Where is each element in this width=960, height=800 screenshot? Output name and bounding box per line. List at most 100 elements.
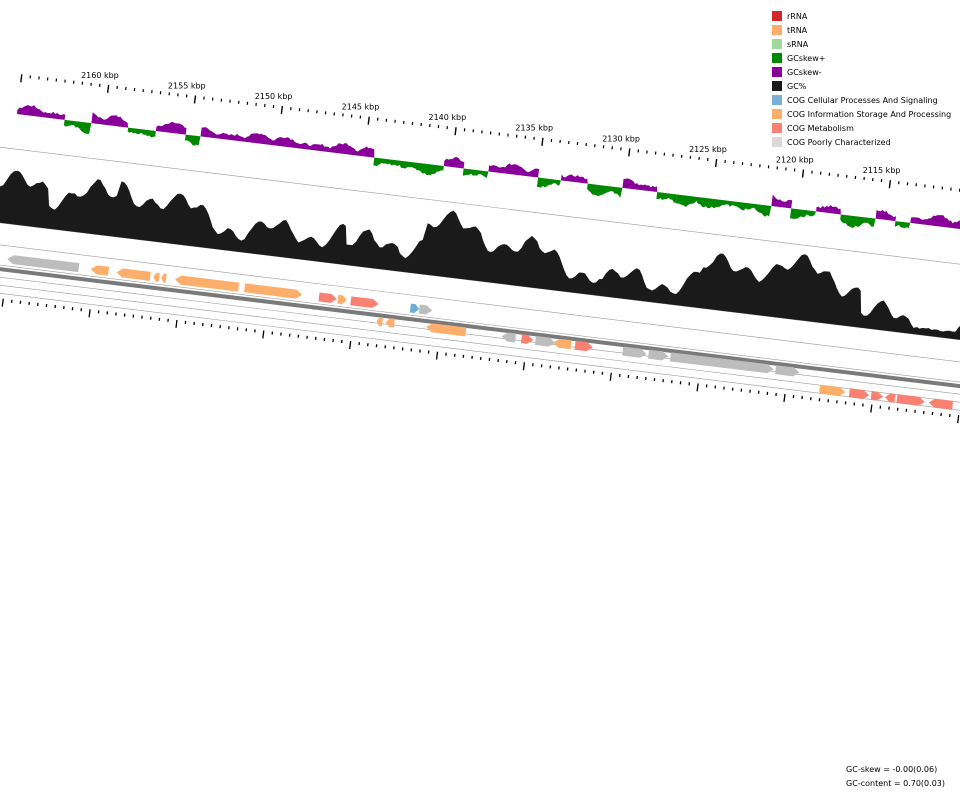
skew-positive-segment	[894, 221, 911, 229]
skew-negative-segment	[875, 209, 897, 222]
major-tick	[714, 158, 718, 168]
major-tick	[870, 404, 873, 413]
skew-positive-segment	[127, 127, 156, 138]
skew-negative-segment	[488, 163, 540, 178]
skew-negative-segment	[910, 215, 960, 229]
major-tick	[20, 74, 23, 83]
legend-item-cog-information: COG Information Storage And Processing	[772, 107, 951, 121]
major-tick	[957, 415, 960, 424]
tick-label: 2130 kbp	[602, 134, 640, 143]
major-tick	[88, 309, 91, 318]
gc-content-area	[0, 170, 960, 340]
legend-label: sRNA	[787, 39, 809, 49]
track-guide-line	[0, 284, 960, 403]
legend-item-rrna: rRNA	[772, 9, 951, 23]
skew-positive-segment	[675, 194, 772, 217]
major-tick	[628, 148, 631, 157]
legend-label: rRNA	[787, 11, 808, 21]
legend-item-gcskew-minus: GCskew-	[772, 65, 951, 79]
gc-content-track	[0, 170, 960, 340]
gc-skew-stat: GC-skew = -0.00(0.06)	[846, 765, 938, 774]
skew-negative-segment	[622, 178, 658, 193]
major-tick	[280, 105, 284, 115]
major-tick	[454, 127, 457, 136]
major-tick	[609, 372, 612, 381]
skew-positive-segment	[462, 168, 489, 178]
legend-swatch	[772, 39, 782, 49]
gene-arrow	[385, 318, 395, 328]
statistics: GC-skew = -0.00(0.06) GC-content = 0.70(…	[846, 763, 945, 791]
gene-arrow	[318, 292, 337, 303]
legend-item-trna: tRNA	[772, 23, 951, 37]
legend-swatch	[772, 67, 782, 77]
legend-swatch	[772, 109, 782, 119]
skew-positive-segment	[63, 119, 92, 134]
skew-positive-segment	[587, 183, 623, 198]
gene-arrow	[116, 268, 151, 281]
gene-arrow	[819, 384, 846, 397]
legend-label: COG Poorly Characterized	[787, 137, 891, 147]
gene-arrow	[409, 303, 420, 314]
gene-arrow	[350, 296, 379, 308]
major-tick	[262, 330, 265, 339]
skew-negative-segment	[16, 105, 66, 120]
skew-positive-segment	[656, 192, 678, 203]
outer-scale-ticks	[20, 74, 960, 192]
major-tick	[696, 383, 699, 392]
gene-arrow	[574, 340, 593, 352]
gene-arrow	[426, 323, 467, 337]
gene-arrow	[244, 283, 303, 299]
track-guide-line	[0, 292, 960, 411]
gene-arrow	[669, 352, 774, 374]
legend-item-cog-cellular: COG Cellular Processes And Signaling	[772, 93, 951, 107]
legend-label: COG Information Storage And Processing	[787, 109, 952, 119]
gene-arrow	[885, 393, 896, 403]
gene-arrow	[647, 349, 669, 361]
legend-label: tRNA	[787, 25, 808, 35]
legend-label: GCskew+	[787, 53, 826, 63]
major-tick	[349, 340, 352, 350]
tick-label: 2115 kbp	[863, 166, 901, 175]
major-tick	[541, 137, 544, 146]
backbone-line	[0, 267, 960, 389]
skew-negative-segment	[560, 174, 588, 184]
legend-swatch	[772, 123, 782, 133]
skew-negative-segment	[155, 122, 187, 135]
legend-item-cog-poorly: COG Poorly Characterized	[772, 135, 951, 149]
skew-positive-segment	[840, 214, 876, 228]
gene-arrow	[534, 335, 556, 347]
skew-positive-segment	[536, 177, 561, 188]
gene-arrow	[928, 398, 954, 410]
gc-content-stat: GC-content = 0.70(0.03)	[846, 779, 945, 788]
legend-swatch	[772, 81, 782, 91]
tick-label: 2145 kbp	[342, 103, 380, 112]
skew-positive-segment	[790, 208, 817, 219]
legend-item-cog-metabolism: COG Metabolism	[772, 121, 951, 135]
gene-arrow	[870, 390, 884, 401]
gene-arrow	[622, 346, 647, 358]
gene-arrow	[90, 265, 110, 276]
major-tick	[106, 84, 110, 93]
major-tick	[1, 298, 4, 307]
legend-swatch	[772, 95, 782, 105]
major-tick	[435, 351, 439, 360]
major-tick	[888, 180, 892, 189]
major-tick	[801, 169, 805, 178]
major-tick	[522, 362, 526, 371]
track-guide-line	[0, 264, 960, 383]
legend-swatch	[772, 137, 782, 147]
gene-arrow	[7, 255, 80, 273]
gene-arrow	[848, 388, 870, 399]
skew-negative-segment	[771, 194, 793, 209]
gene-arrow	[553, 338, 572, 350]
skew-positive-segment	[184, 134, 201, 146]
gene-arrow	[520, 334, 534, 344]
tick-label: 2150 kbp	[255, 92, 293, 101]
legend: rRNA tRNA sRNA GCskew+ GCskew- GC% COG C…	[772, 9, 951, 149]
skew-negative-segment	[91, 112, 129, 128]
tick-label: 2125 kbp	[689, 145, 727, 154]
gene-arrow	[153, 272, 160, 282]
skew-negative-segment	[816, 205, 841, 215]
track-guide-lines	[0, 146, 960, 411]
gene-arrow	[896, 394, 925, 406]
